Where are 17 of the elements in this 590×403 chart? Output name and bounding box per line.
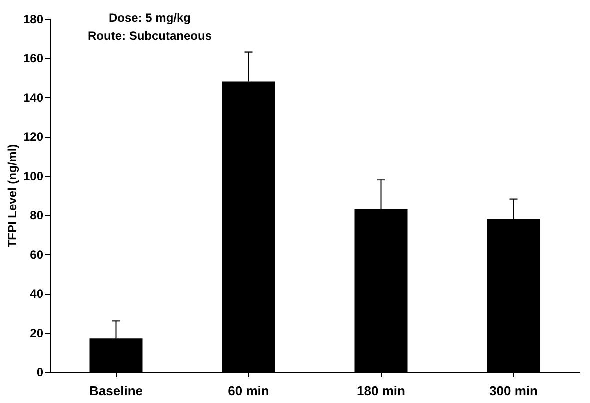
annotation: Dose: 5 mg/kg: [108, 11, 192, 25]
y-tick-label: 140: [23, 90, 44, 105]
annotation: Route: Subcutaneous: [88, 29, 212, 43]
x-tick-label: 180 min: [357, 384, 406, 398]
x-tick-label: Baseline: [90, 384, 143, 398]
y-tick-label: 0: [36, 366, 44, 380]
x-tick-label: 60 min: [228, 384, 270, 398]
y-axis-title: TFPI Level (ng/ml): [5, 144, 20, 248]
x-tick-label: 300 min: [490, 384, 538, 398]
y-tick-label: 20: [30, 326, 44, 340]
y-tick-label: 120: [23, 130, 44, 144]
y-tick-label: 180: [23, 12, 44, 26]
y-tick-label: 160: [23, 52, 44, 66]
y-tick-label: 40: [30, 287, 44, 302]
y-tick-label: 60: [30, 248, 44, 262]
y-tick-label: 80: [30, 208, 44, 223]
y-tick-label: 100: [23, 169, 44, 184]
